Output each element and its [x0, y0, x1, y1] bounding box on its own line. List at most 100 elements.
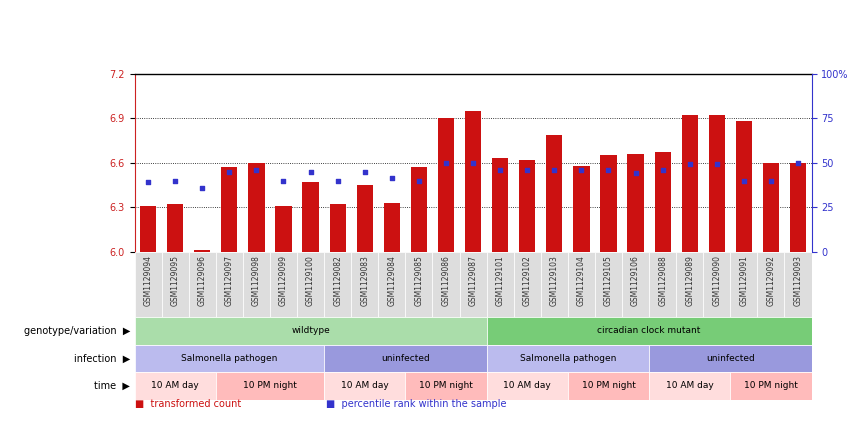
Text: GSM1129099: GSM1129099 [279, 255, 288, 306]
Text: GSM1129102: GSM1129102 [523, 255, 532, 306]
Point [764, 177, 778, 184]
Point [683, 161, 697, 168]
Text: GSM1129098: GSM1129098 [252, 255, 261, 306]
Text: GSM1129100: GSM1129100 [306, 255, 315, 306]
Text: 10 PM night: 10 PM night [419, 382, 473, 390]
Text: GSM1129101: GSM1129101 [496, 255, 504, 306]
Bar [465, 111, 481, 252]
Bar [357, 185, 373, 252]
Bar [487, 252, 514, 317]
Bar [405, 372, 487, 400]
Text: Salmonella pathogen: Salmonella pathogen [181, 354, 278, 363]
Point [249, 167, 263, 174]
Text: GSM1129088: GSM1129088 [658, 255, 667, 306]
Bar [188, 252, 216, 317]
Bar [432, 252, 459, 317]
Point [602, 167, 615, 174]
Text: GSM1129094: GSM1129094 [143, 255, 153, 306]
Bar [243, 252, 270, 317]
Text: 10 AM day: 10 AM day [151, 382, 199, 390]
Bar [628, 154, 644, 252]
Bar [649, 345, 812, 372]
Point [277, 177, 291, 184]
Bar [514, 252, 541, 317]
Bar [216, 372, 324, 400]
Point [195, 185, 209, 192]
Bar [135, 372, 216, 400]
Bar [487, 317, 812, 345]
Text: GSM1129103: GSM1129103 [549, 255, 559, 306]
Text: GSM1129096: GSM1129096 [198, 255, 207, 306]
Bar [324, 252, 352, 317]
Bar [437, 118, 454, 252]
Point [493, 167, 507, 174]
Bar [492, 159, 509, 252]
Point [439, 159, 453, 166]
Bar [161, 252, 188, 317]
Bar [302, 182, 319, 252]
Point [168, 177, 182, 184]
Bar [411, 168, 427, 252]
Bar [654, 153, 671, 252]
Text: GSM1129086: GSM1129086 [442, 255, 450, 306]
Text: GSM1129083: GSM1129083 [360, 255, 369, 306]
Bar [763, 163, 779, 252]
Text: GSM1129090: GSM1129090 [713, 255, 721, 306]
Bar [703, 252, 730, 317]
Bar [324, 372, 405, 400]
Bar [221, 168, 238, 252]
Bar [352, 252, 378, 317]
Bar [730, 252, 758, 317]
Text: Salmonella pathogen: Salmonella pathogen [520, 354, 616, 363]
Bar [758, 252, 785, 317]
Bar [487, 345, 649, 372]
Bar [167, 204, 183, 252]
Bar [541, 252, 568, 317]
Bar [681, 115, 698, 252]
Text: GSM1129084: GSM1129084 [387, 255, 397, 306]
Bar [676, 252, 703, 317]
Bar [785, 252, 812, 317]
Point [628, 170, 642, 177]
Text: GSM1129082: GSM1129082 [333, 255, 342, 306]
Bar [324, 345, 487, 372]
Text: 10 AM day: 10 AM day [666, 382, 713, 390]
Text: GSM1129106: GSM1129106 [631, 255, 640, 306]
Text: GSM1129087: GSM1129087 [469, 255, 477, 306]
Bar [546, 135, 562, 252]
Text: 10 PM night: 10 PM night [744, 382, 798, 390]
Bar [595, 252, 622, 317]
Bar [708, 115, 725, 252]
Point [791, 159, 805, 166]
Bar [487, 372, 568, 400]
Bar [378, 252, 405, 317]
Bar [730, 372, 812, 400]
Bar [275, 206, 292, 252]
Bar [622, 252, 649, 317]
Text: GSM1129105: GSM1129105 [604, 255, 613, 306]
Text: circadian clock mutant: circadian clock mutant [597, 327, 700, 335]
Bar [573, 166, 589, 252]
Point [412, 177, 426, 184]
Text: GSM1129093: GSM1129093 [793, 255, 803, 306]
Point [737, 177, 751, 184]
Point [710, 161, 724, 168]
Text: 10 AM day: 10 AM day [341, 382, 389, 390]
Bar [736, 121, 752, 252]
Text: GSM1129104: GSM1129104 [577, 255, 586, 306]
Bar [194, 250, 210, 252]
Bar [601, 156, 616, 252]
Bar [216, 252, 243, 317]
Point [548, 167, 562, 174]
Point [655, 167, 669, 174]
Text: time  ▶: time ▶ [95, 381, 130, 391]
Text: GSM1129097: GSM1129097 [225, 255, 233, 306]
Text: uninfected: uninfected [381, 354, 430, 363]
Text: GSM1129085: GSM1129085 [414, 255, 424, 306]
Bar [405, 252, 432, 317]
Point [358, 168, 372, 175]
Bar [568, 372, 649, 400]
Text: infection  ▶: infection ▶ [74, 354, 130, 363]
Bar [135, 345, 324, 372]
Bar [140, 206, 156, 252]
